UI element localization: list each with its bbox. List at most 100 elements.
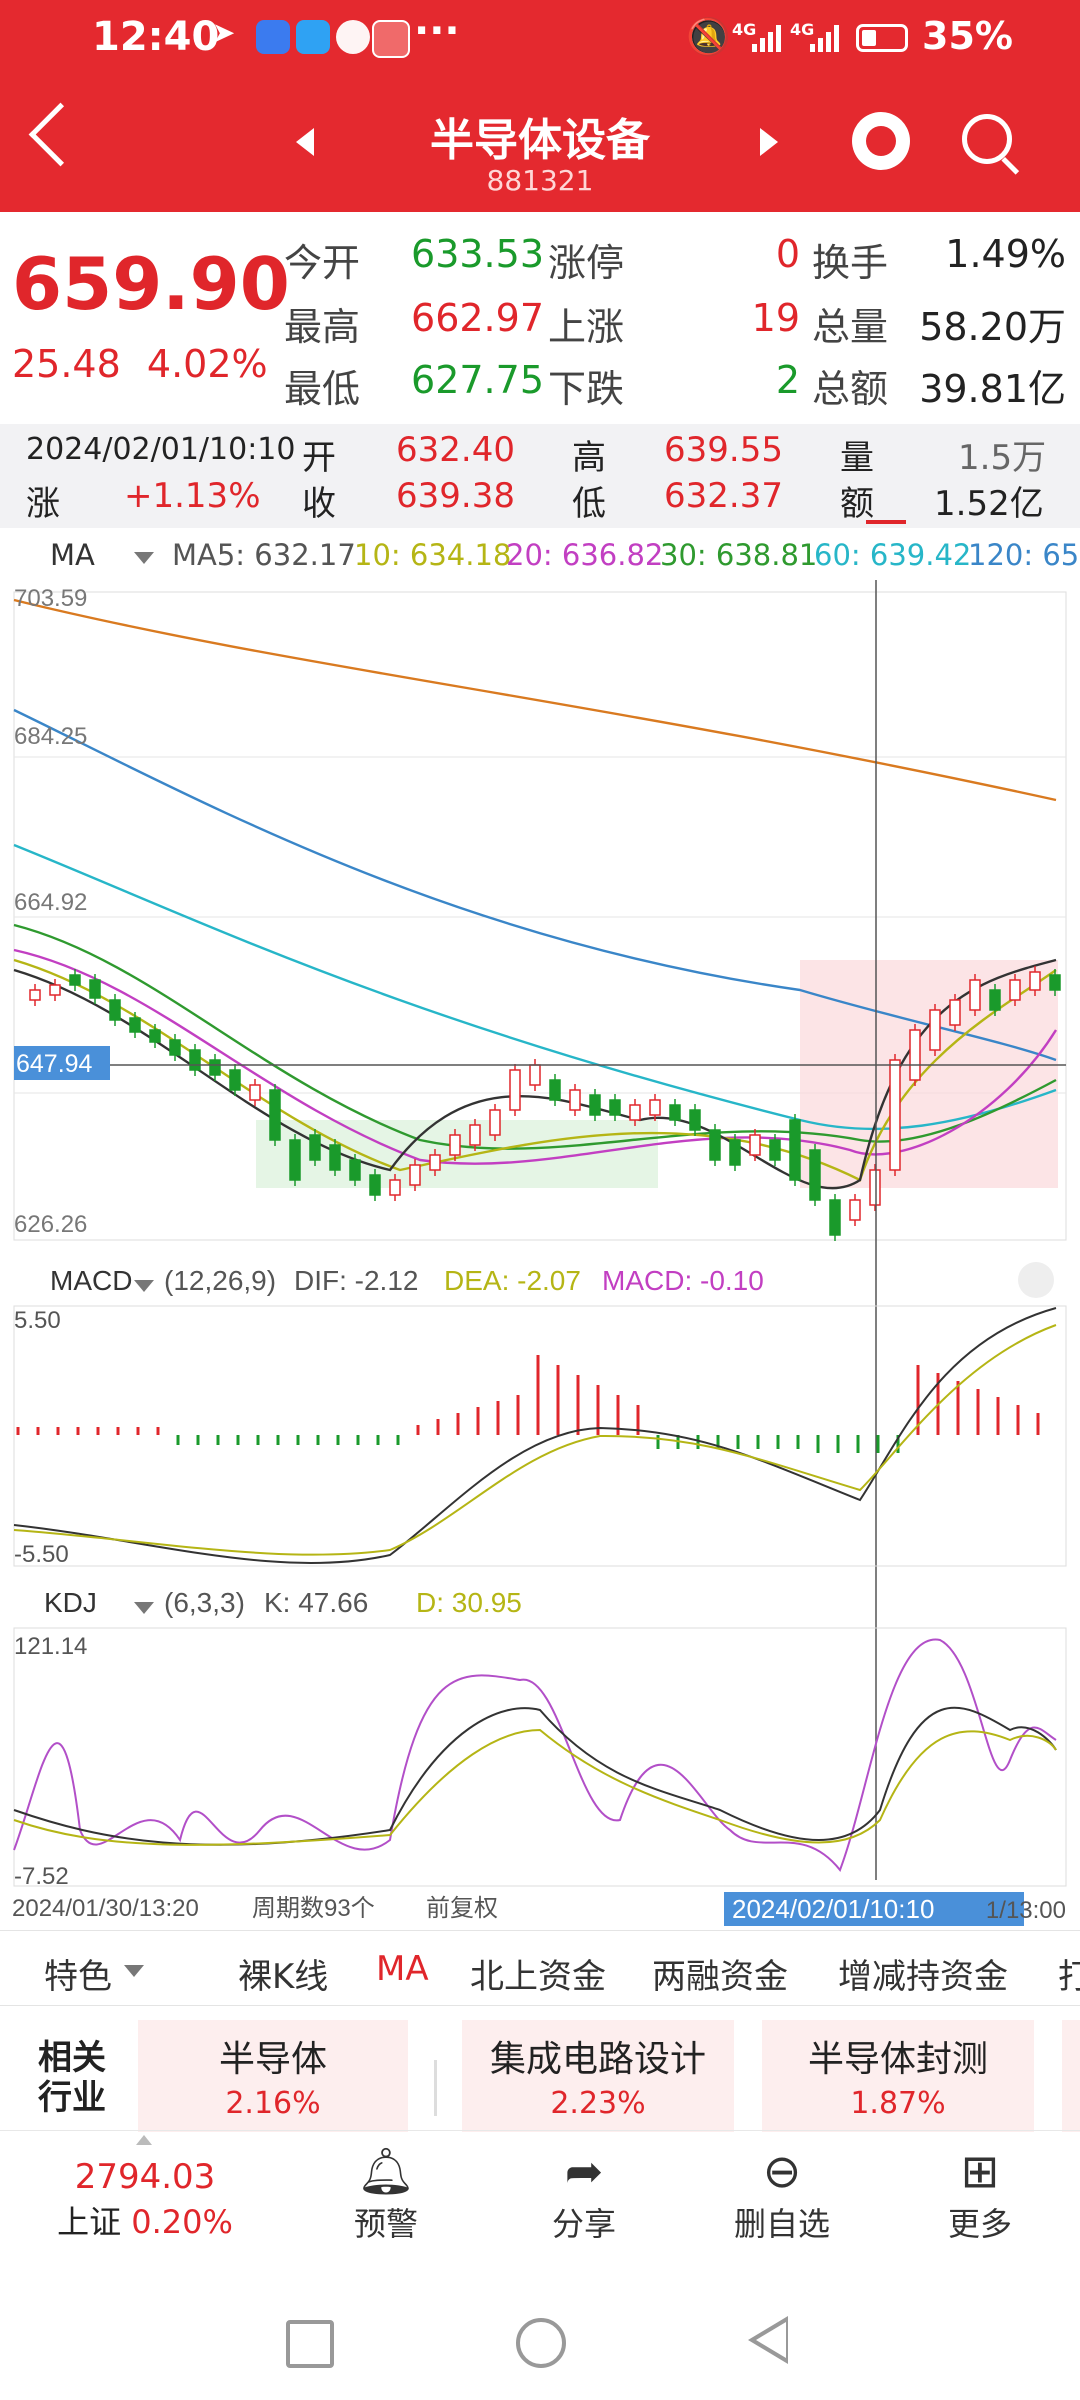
candle-body bbox=[529, 1064, 541, 1086]
minus-circle-icon: ⊖ bbox=[762, 2144, 802, 2198]
industry-name: 半导体 bbox=[218, 2039, 327, 2080]
macd-dif: DIF: -2.12 bbox=[294, 1265, 418, 1296]
signal-icon-1 bbox=[752, 24, 781, 52]
candle-body bbox=[409, 1164, 421, 1186]
nav-more[interactable]: ⊞ 更多 bbox=[910, 2143, 1050, 2245]
turnover-value: 1.49% bbox=[945, 232, 1066, 276]
cursor-date-box bbox=[724, 1892, 1024, 1926]
top-bar: 12:40 ➤ ··· 🔕 4G 4G 35% 半导体设备 881321 bbox=[0, 0, 1080, 212]
nav-label: 删自选 bbox=[733, 2205, 830, 2243]
candle-body bbox=[369, 1174, 381, 1196]
industry-label-line1: 相关 bbox=[38, 2038, 106, 2078]
candle-body bbox=[249, 1084, 261, 1101]
candle-body bbox=[89, 979, 101, 999]
candle-body bbox=[609, 1099, 621, 1116]
nav-remove-watchlist[interactable]: ⊖ 删自选 bbox=[712, 2143, 852, 2245]
candle-body bbox=[469, 1124, 481, 1146]
date-axis-end: 1/13:00 bbox=[986, 1897, 1066, 1924]
tab-northbound[interactable]: 北上资金 bbox=[470, 1957, 606, 1997]
ma-line-4 bbox=[13, 948, 1058, 1165]
low-label: 低 bbox=[572, 484, 606, 524]
system-nav-bar bbox=[0, 2264, 1080, 2400]
battery-percent: 35% bbox=[922, 14, 1013, 58]
candle-body bbox=[789, 1119, 801, 1181]
ma-legend[interactable]: MA MA5: 632.17 10: 634.18 20: 636.82 30:… bbox=[0, 528, 1080, 584]
index-widget[interactable]: 2794.03 上证 0.20% bbox=[40, 2157, 250, 2243]
quote-panel: 659.90 25.48 4.02% 今开 633.53 涨停 0 换手 1.4… bbox=[0, 212, 1080, 420]
tab-margin[interactable]: 两融资金 bbox=[652, 1957, 788, 1997]
mute-icon: 🔕 bbox=[686, 17, 731, 58]
ma-line-2 bbox=[13, 843, 1057, 1131]
high-value: 662.97 bbox=[411, 296, 544, 340]
candle-body bbox=[309, 1134, 321, 1161]
kdj-d-line bbox=[13, 1728, 1057, 1846]
industry-name: 集成电路设计 bbox=[489, 2039, 706, 2080]
industry-card[interactable]: 半导体 2.16% bbox=[138, 2020, 408, 2132]
ma-line-1 bbox=[13, 708, 1057, 1062]
change-value: +1.13% bbox=[124, 476, 261, 516]
huawei-app-icon bbox=[372, 20, 410, 58]
candle-body bbox=[629, 1104, 641, 1121]
back-nav-icon-inner bbox=[756, 2322, 786, 2358]
bell-icon: 🔔︎ bbox=[356, 2144, 416, 2198]
industry-card[interactable]: 集成电路设计 2.23% bbox=[462, 2020, 734, 2132]
candle-body bbox=[909, 1029, 921, 1081]
candle-body bbox=[769, 1139, 781, 1161]
cursor-info-bar: 2024/02/01/10:10 开 632.40 高 639.55 量 1.5… bbox=[0, 424, 1080, 528]
tab-features[interactable]: 特色 bbox=[44, 1957, 112, 1997]
high-label: 高 bbox=[572, 438, 606, 478]
next-stock-icon[interactable] bbox=[760, 128, 778, 156]
industry-name: 半导体封测 bbox=[807, 2039, 988, 2080]
ma30-value: 30: 638.81 bbox=[660, 538, 818, 572]
candle-body bbox=[169, 1039, 181, 1056]
tab-holdings-change[interactable]: 增减持资金 bbox=[838, 1957, 1008, 1997]
mascot-icon[interactable] bbox=[852, 112, 910, 170]
close-value: 639.38 bbox=[396, 476, 515, 516]
recents-icon[interactable] bbox=[286, 2320, 334, 2368]
adjust-mode: 前复权 bbox=[426, 1895, 498, 1922]
tab-naked-k[interactable]: 裸K线 bbox=[238, 1957, 329, 1997]
high-label: 最高 bbox=[284, 305, 361, 349]
stock-code: 881321 bbox=[486, 164, 594, 197]
industry-pct: 1.87% bbox=[850, 2086, 946, 2121]
industry-card-partial[interactable] bbox=[1062, 2020, 1080, 2132]
candle-body bbox=[289, 1139, 301, 1181]
industry-label: 相关 行业 bbox=[38, 2038, 106, 2118]
kdj-axis-top: 121.14 bbox=[14, 1633, 87, 1660]
chevron-down-icon[interactable] bbox=[134, 552, 154, 564]
macd-dea: DEA: -2.07 bbox=[444, 1265, 581, 1296]
ma10-value: 10: 634.18 bbox=[354, 538, 512, 572]
change-value: 25.48 bbox=[12, 342, 121, 386]
candle-body bbox=[69, 974, 81, 986]
crosshair-price-label: 647.94 bbox=[16, 1050, 93, 1078]
volume-value: 58.20万 bbox=[919, 305, 1066, 349]
home-icon[interactable] bbox=[516, 2318, 566, 2368]
prev-stock-icon[interactable] bbox=[296, 128, 314, 156]
tab-more[interactable]: 打 bbox=[1058, 1957, 1080, 1997]
industry-card[interactable]: 半导体封测 1.87% bbox=[762, 2020, 1034, 2132]
candle-body bbox=[869, 1169, 881, 1206]
ma-indicator-name[interactable]: MA bbox=[50, 538, 95, 572]
ma120-value: 120: 65 bbox=[968, 538, 1080, 572]
low-value: 632.37 bbox=[664, 476, 783, 516]
nav-share[interactable]: ➦ 分享 bbox=[514, 2143, 654, 2245]
candle-body bbox=[509, 1069, 521, 1111]
ma5-value: MA5: 632.17 bbox=[172, 538, 356, 572]
macd-dif-line bbox=[13, 1307, 1057, 1564]
axis-label-664: 664.92 bbox=[14, 889, 87, 916]
tab-ma[interactable]: MA bbox=[376, 1949, 429, 1989]
current-price: 659.90 bbox=[12, 242, 290, 326]
candle-body bbox=[29, 989, 41, 1001]
search-icon[interactable] bbox=[962, 114, 1012, 164]
related-industry: 相关 行业 半导体 2.16% 集成电路设计 2.23% 半导体封测 1.87% bbox=[0, 2004, 1080, 2132]
candle-body bbox=[649, 1099, 661, 1116]
expand-icon[interactable] bbox=[136, 2135, 152, 2145]
cursor-datetime: 2024/02/01/10:10 bbox=[26, 432, 296, 467]
macd-dea-line bbox=[13, 1324, 1057, 1556]
chat-icon bbox=[336, 20, 370, 54]
kline-chart[interactable]: 703.59 684.25 664.92 647.94 626.26 MACD (12,26… bbox=[0, 580, 1080, 1930]
chevron-down-icon[interactable] bbox=[124, 1965, 144, 1977]
limit-up-label: 涨停 bbox=[548, 241, 625, 285]
nav-alert[interactable]: 🔔︎ 预警 bbox=[316, 2143, 456, 2245]
nav-label: 预警 bbox=[353, 2205, 418, 2243]
